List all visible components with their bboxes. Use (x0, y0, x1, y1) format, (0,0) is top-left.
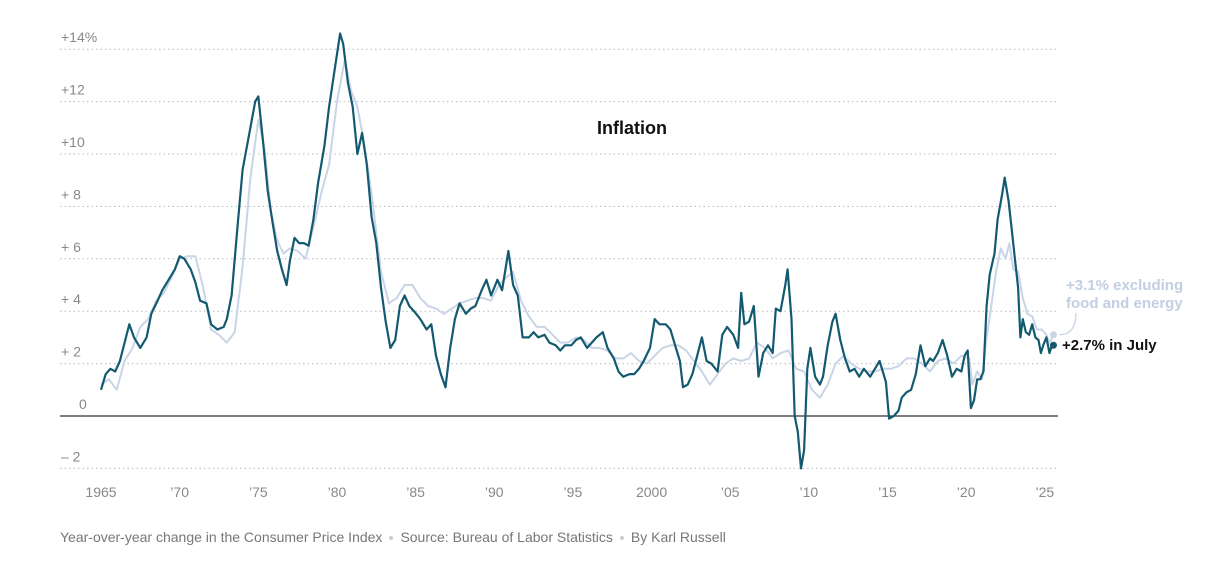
y-tick-label: +10 (61, 134, 85, 150)
core-annotation-line2: food and energy (1066, 295, 1183, 312)
x-tick-label: 1965 (85, 484, 116, 500)
x-tick-label: ’90 (485, 484, 504, 500)
x-tick-label: ’70 (170, 484, 189, 500)
x-tick-label: ’95 (564, 484, 583, 500)
x-tick-label: ’25 (1035, 484, 1054, 500)
y-tick-label: + 6 (61, 239, 81, 255)
headline-annotation: +2.7% in July (1062, 337, 1157, 354)
x-tick-label: ’05 (721, 484, 740, 500)
separator-dot (389, 536, 394, 541)
separator-dot (619, 536, 624, 541)
x-tick-label: ’80 (328, 484, 347, 500)
x-tick-label: ’10 (800, 484, 819, 500)
core-cpi-line (100, 58, 1055, 399)
caption-source: Source: Bureau of Labor Statistics (400, 529, 613, 545)
x-tick-label: ’85 (406, 484, 425, 500)
core-cpi-end-dot (1049, 331, 1057, 339)
x-tick-label: ’75 (249, 484, 268, 500)
y-tick-label: 0 (79, 396, 87, 412)
x-tick-label: ’15 (878, 484, 897, 500)
chart-title: Inflation (597, 118, 667, 138)
x-tick-label: ’20 (957, 484, 976, 500)
core-annotation-arrow (1059, 312, 1077, 336)
y-tick-label: + 4 (61, 291, 81, 307)
y-tick-label: + 8 (61, 186, 81, 202)
core-annotation-line1: +3.1% excluding (1066, 277, 1183, 294)
caption-byline: By Karl Russell (630, 529, 726, 545)
inflation-chart: +14% +12 +10 + 8 + 6 + 4 + 2 0 – 2 1965 ’70 ’75 ’80… (60, 29, 1183, 500)
x-tick-label: 2000 (636, 484, 667, 500)
x-axis-labels: 1965 ’70 ’75 ’80 ’85 ’90 ’95 2000 ’05 ’10 ’15 ’20 ’2… (85, 484, 1054, 500)
y-axis-labels: +14% +12 +10 + 8 + 6 + 4 + 2 0 – 2 (61, 29, 97, 464)
headline-cpi-line (99, 32, 1054, 470)
headline-cpi-end-dot (1049, 341, 1057, 349)
y-tick-label: +14% (61, 29, 97, 45)
chart-caption: Year-over-year change in the Consumer Pr… (60, 529, 726, 545)
caption-description: Year-over-year change in the Consumer Pr… (60, 529, 383, 545)
y-tick-label: – 2 (61, 448, 81, 464)
y-tick-label: + 2 (61, 344, 81, 360)
gridlines (60, 48, 1058, 469)
y-tick-label: +12 (61, 82, 85, 98)
